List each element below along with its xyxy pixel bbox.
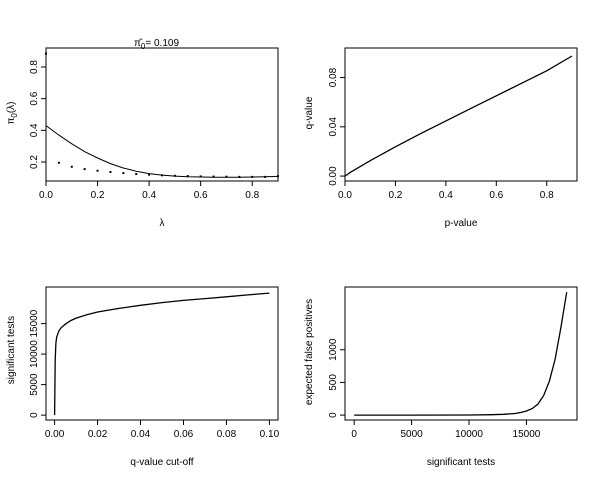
pi0-y-tick-label: 0.8 bbox=[29, 60, 40, 74]
significant-x-tick-label: 0.02 bbox=[88, 429, 108, 440]
qvalue-x-tick-label: 0.2 bbox=[388, 190, 402, 201]
significant-x-tick-label: 0.10 bbox=[260, 429, 280, 440]
qvalue-x-tick-label: 0.6 bbox=[489, 190, 503, 201]
pi0-data-point bbox=[57, 161, 60, 164]
pi0-lambda-panel: π̂0= 0.109 λ π0(λ) 0.0 0.2 0.4 0.6 0.80.20.4… bbox=[6, 37, 279, 229]
significant-y-axis-label: significant tests bbox=[6, 316, 17, 384]
false-positives-x-tick-label: 15000 bbox=[513, 429, 541, 440]
pi0-plot-frame bbox=[45, 47, 279, 182]
pi0-data-point bbox=[45, 52, 47, 55]
qvalue-x-axis-label: p-value bbox=[445, 218, 478, 229]
pi0-data-point bbox=[148, 173, 151, 176]
qvalue-y-tick-label: 0.04 bbox=[328, 117, 339, 137]
significant-y-tick-label: 15000 bbox=[29, 309, 40, 337]
qvalue-series-line bbox=[344, 55, 573, 177]
false-positives-x-tick-label: 10000 bbox=[455, 429, 483, 440]
pi0-title: π̂0= 0.109 bbox=[134, 37, 179, 51]
pi0-y-axis-label-tail: (λ) bbox=[6, 101, 17, 113]
significant-tests-panel: q-value cut-off significant tests 0.00 0.… bbox=[6, 286, 280, 468]
significant-y-tick-label: 10000 bbox=[29, 340, 40, 368]
qvalue-y-tick-label: 0.08 bbox=[328, 67, 339, 87]
significant-plot-frame bbox=[45, 286, 279, 421]
pi0-x-axis-label: λ bbox=[160, 218, 165, 229]
pi0-y-tick-label: 0.2 bbox=[29, 155, 40, 169]
pi0-title-subscript: 0 bbox=[141, 42, 146, 51]
pi0-data-point bbox=[199, 175, 202, 178]
false-positives-x-axis-label: significant tests bbox=[427, 457, 495, 468]
pi0-x-tick-label: 0.6 bbox=[194, 190, 208, 201]
pi0-data-point bbox=[135, 173, 138, 176]
pi0-x-tick-label: 0.2 bbox=[91, 190, 105, 201]
pi0-data-point bbox=[96, 169, 99, 172]
significant-x-tick-label: 0.00 bbox=[45, 429, 65, 440]
false-positives-y-axis-label: expected false positives bbox=[304, 299, 315, 405]
false-positives-x-tick-label: 5000 bbox=[400, 429, 423, 440]
false-positives-y-tick-label: 0 bbox=[328, 412, 339, 418]
qvalue-x-tick-label: 0.8 bbox=[540, 190, 554, 201]
pi0-data-point bbox=[212, 175, 215, 178]
pi0-data-point bbox=[83, 168, 86, 171]
pi0-y-axis-label-sub: 0 bbox=[10, 113, 19, 118]
significant-x-tick-label: 0.08 bbox=[217, 429, 237, 440]
false-positives-y-tick-label: 1000 bbox=[328, 338, 339, 361]
qvalue-y-tick-label: 0.00 bbox=[328, 166, 339, 186]
pi0-y-axis-label-main: π bbox=[6, 118, 17, 125]
pi0-data-point bbox=[122, 172, 125, 175]
false-positives-y-tick-label: 500 bbox=[328, 374, 339, 391]
significant-x-tick-label: 0.06 bbox=[174, 429, 194, 440]
false-positives-plot-frame bbox=[344, 286, 578, 421]
pi0-y-tick-label: 0.4 bbox=[29, 123, 40, 137]
significant-x-axis-label: q-value cut-off bbox=[130, 457, 193, 468]
qvalue-pvalue-panel: p-value q-value 0.0 0.2 0.4 0.6 0.8 0.00 0.04 0… bbox=[304, 47, 578, 229]
pi0-title-value: = 0.109 bbox=[145, 38, 179, 49]
pi0-x-tick-label: 0.0 bbox=[39, 190, 53, 201]
pi0-y-tick-label: 0.6 bbox=[29, 91, 40, 105]
significant-y-tick-label: 0 bbox=[29, 412, 40, 418]
pi0-data-point bbox=[109, 170, 112, 173]
pi0-y-axis-label: π0(λ) bbox=[6, 101, 19, 124]
significant-x-tick-label: 0.04 bbox=[131, 429, 151, 440]
pi0-x-tick-label: 0.8 bbox=[245, 190, 259, 201]
pi0-data-point bbox=[70, 165, 73, 168]
qvalue-x-tick-label: 0.4 bbox=[439, 190, 453, 201]
qvalue-x-tick-label: 0.0 bbox=[338, 190, 352, 201]
pi0-title-symbol: π̂ bbox=[134, 37, 143, 49]
qvalue-plot-frame bbox=[344, 47, 578, 182]
false-positives-series-line bbox=[354, 292, 568, 416]
false-positives-panel: significant tests expected false positiv… bbox=[304, 286, 578, 468]
pi0-x-tick-label: 0.4 bbox=[142, 190, 156, 201]
pi0-data-point bbox=[277, 175, 279, 178]
significant-y-tick-label: 5000 bbox=[29, 373, 40, 396]
false-positives-x-tick-label: 0 bbox=[351, 429, 357, 440]
pi0-data-point bbox=[186, 175, 189, 178]
significant-series-line bbox=[53, 292, 270, 416]
pi0-smoothed-curve bbox=[45, 125, 279, 178]
qvalue-y-axis-label: q-value bbox=[304, 96, 315, 129]
